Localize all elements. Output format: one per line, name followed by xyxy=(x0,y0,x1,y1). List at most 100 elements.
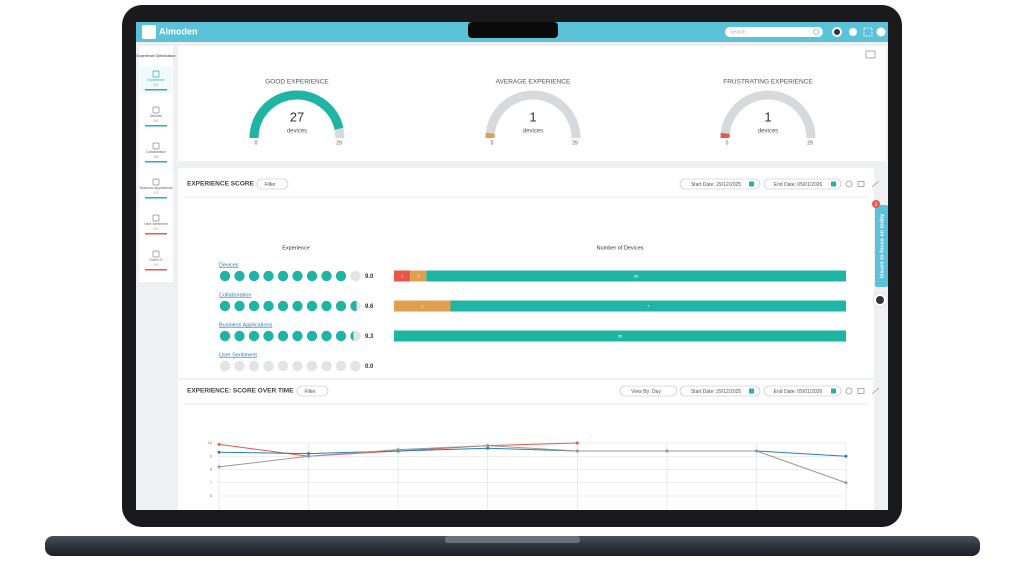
start-date-button[interactable] xyxy=(679,178,761,190)
logo-text: Aimoden xyxy=(159,26,198,36)
gauge-track xyxy=(485,90,581,139)
gauge-min: 0 xyxy=(491,140,494,146)
gauge-max: 29 xyxy=(336,140,342,146)
row-link[interactable]: Devices xyxy=(219,262,239,268)
download-icon[interactable] xyxy=(865,50,876,59)
profile-icon[interactable] xyxy=(876,27,886,37)
sidebar-progress xyxy=(145,125,167,127)
score-icon xyxy=(263,330,274,342)
series-line xyxy=(218,445,847,484)
logo-icon xyxy=(142,25,156,39)
download-icon[interactable] xyxy=(857,388,865,394)
sidebar-label[interactable]: Collaboration xyxy=(146,150,166,154)
calendar-icon[interactable] xyxy=(831,388,836,394)
score-icon xyxy=(335,270,347,282)
sidebar-score: 9.0 xyxy=(154,119,159,123)
filter-button[interactable] xyxy=(256,178,289,190)
score-icon xyxy=(321,270,332,282)
search-icon[interactable] xyxy=(813,29,819,35)
sidebar-label[interactable]: Experience xyxy=(148,78,165,82)
calendar-icon[interactable] xyxy=(831,181,836,187)
score-icon-bg xyxy=(335,360,347,372)
laptop-base xyxy=(45,536,980,556)
gauge-value: 1 xyxy=(529,109,536,124)
end-date-button[interactable] xyxy=(763,385,842,397)
row-link[interactable]: Business Applications xyxy=(219,322,272,328)
device-bar-segment xyxy=(450,300,846,312)
expand-icon[interactable] xyxy=(871,180,880,188)
sidebar-label[interactable]: User Sentiment xyxy=(144,222,167,226)
device-bar-segment xyxy=(410,270,427,282)
score-icon xyxy=(350,331,354,341)
series-point xyxy=(575,441,579,445)
start-date-label: Start Date: 29/12/2025 xyxy=(691,182,742,188)
sidebar-icon[interactable] xyxy=(152,106,160,114)
sidebar-icon[interactable] xyxy=(152,142,160,150)
download-icon[interactable] xyxy=(857,181,865,187)
score-icon-bg xyxy=(306,360,318,372)
score-icon-bg xyxy=(292,360,303,372)
gauges-panel xyxy=(178,46,886,161)
score-icon xyxy=(263,270,274,282)
issues-badge xyxy=(872,200,880,208)
gauge-track xyxy=(720,90,816,139)
gauge-min: 0 xyxy=(255,140,258,146)
sidebar-icon[interactable] xyxy=(152,250,160,258)
score-icon xyxy=(292,330,303,342)
y-tick-label: 10 xyxy=(208,440,213,445)
help-icon[interactable] xyxy=(849,28,857,36)
score-icon xyxy=(306,330,318,342)
column-header: Experience xyxy=(282,245,310,251)
score-icon xyxy=(248,300,260,312)
sidebar-score: 9.1 xyxy=(154,83,159,87)
score-icon xyxy=(321,330,332,342)
calendar-icon[interactable] xyxy=(749,388,754,394)
view-by-button[interactable] xyxy=(619,385,678,397)
row-link[interactable]: User Sentiment xyxy=(219,352,257,358)
sidebar-label[interactable]: Green IT xyxy=(149,258,162,262)
sidebar-score: 9.6 xyxy=(154,155,159,159)
refresh-icon[interactable] xyxy=(845,387,853,395)
apps-icon[interactable] xyxy=(863,27,873,37)
gauge-value-arc xyxy=(249,90,344,139)
sidebar-icon[interactable] xyxy=(152,178,160,186)
device-bar-label: 1 xyxy=(401,274,404,279)
end-date-label: End Date: 05/01/2026 xyxy=(774,182,823,188)
device-bar-segment xyxy=(394,330,846,342)
row-link[interactable]: Collaboration xyxy=(219,292,251,298)
laptop-hinge xyxy=(445,536,580,543)
y-tick-label: 6 xyxy=(210,493,213,498)
sidebar-label[interactable]: Devices xyxy=(150,114,162,118)
card-title: EXPERIENCE: SCORE OVER TIME xyxy=(187,388,294,395)
start-date-button[interactable] xyxy=(679,385,761,397)
sidebar-label[interactable]: Business Applications xyxy=(140,186,173,190)
row-score: 9.0 xyxy=(365,274,374,280)
score-icon xyxy=(219,300,231,312)
score-over-time: EXPERIENCE: SCORE OVER TIME Filter View By… xyxy=(184,385,880,510)
series-point xyxy=(486,446,490,450)
gauge-unit: devices xyxy=(287,129,307,135)
issues-badge-count: 1 xyxy=(875,202,878,208)
row-score: 0.0 xyxy=(365,364,374,370)
refresh-icon[interactable] xyxy=(845,180,853,188)
score-icon-bg xyxy=(234,360,245,372)
gauge-min: 0 xyxy=(726,140,729,146)
score-icon xyxy=(335,330,347,342)
filter-button[interactable] xyxy=(296,385,329,397)
calendar-icon[interactable] xyxy=(749,181,754,187)
search-box[interactable] xyxy=(725,27,823,37)
end-date-button[interactable] xyxy=(763,178,842,190)
gauge-max: 29 xyxy=(572,140,578,146)
sidebar-icon[interactable] xyxy=(152,214,160,222)
score-icon-bg xyxy=(350,360,361,372)
start-date-label: Start Date: 29/12/2025 xyxy=(691,389,742,395)
sidebar-title: Experience Optimization xyxy=(137,54,176,58)
sidebar-icon[interactable] xyxy=(152,70,160,78)
sidebar-progress xyxy=(145,269,167,271)
series-point xyxy=(307,452,311,456)
issues-tab[interactable] xyxy=(875,205,888,287)
series-point xyxy=(217,450,221,454)
expand-icon[interactable] xyxy=(871,387,880,395)
score-icon xyxy=(306,300,318,312)
